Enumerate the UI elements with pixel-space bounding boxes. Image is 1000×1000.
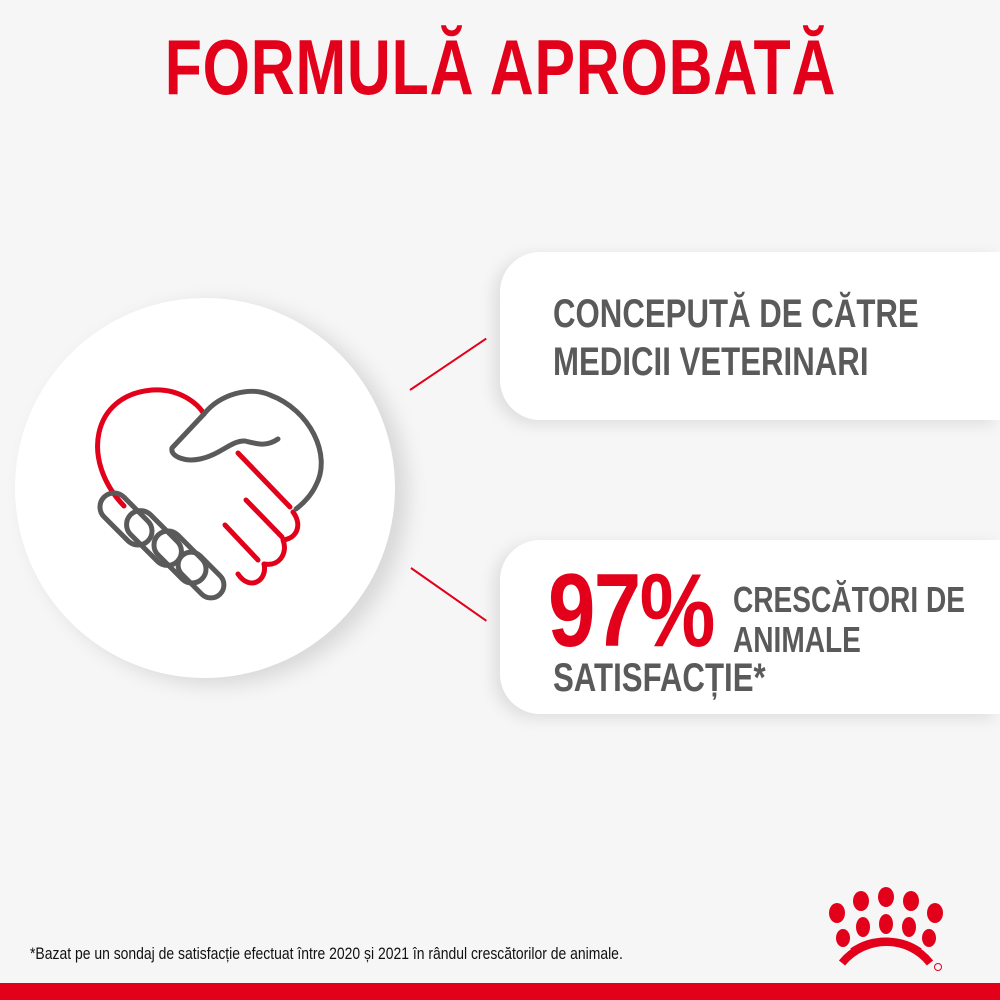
card2-line3: SATISFACȚIE*: [553, 656, 766, 700]
card-veterinarians: [500, 252, 1000, 420]
handshake-heart-icon: [95, 387, 324, 601]
card1-line2: MEDICII VETERINARI: [553, 340, 869, 384]
connector-line: [409, 337, 487, 391]
card-satisfaction: [500, 540, 1000, 714]
card1-text: CONCEPUTĂ DE CĂTRE MEDICII VETERINARI: [553, 290, 919, 386]
card2-line2: ANIMALE: [733, 619, 861, 660]
card2-text: CRESCĂTORI DE ANIMALE: [733, 580, 965, 660]
icon-circle: [15, 298, 395, 678]
footnote: *Bazat pe un sondaj de satisfacție efect…: [30, 944, 623, 963]
page-title: FORMULĂ APROBATĂ: [0, 22, 1000, 113]
page-title-text: FORMULĂ APROBATĂ: [164, 23, 836, 111]
royal-canin-crown-logo: [829, 887, 943, 971]
card1-line1: CONCEPUTĂ DE CĂTRE: [553, 292, 919, 336]
card2-line1: CRESCĂTORI DE: [733, 579, 965, 620]
bottom-red-bar: [0, 983, 1000, 1000]
connector-line: [410, 567, 487, 622]
satisfaction-percent: 97%: [548, 553, 715, 669]
